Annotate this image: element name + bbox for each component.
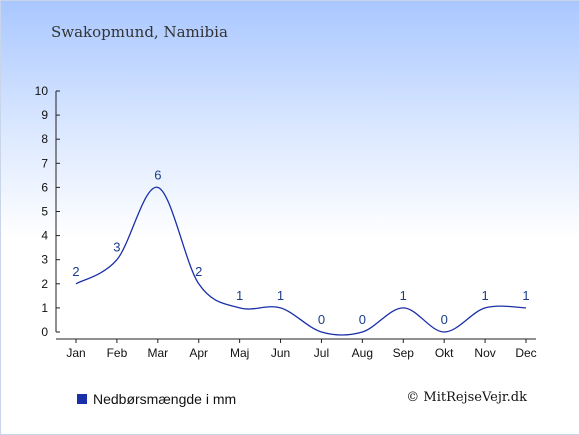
data-label: 1 <box>481 288 488 303</box>
series-line <box>75 186 527 336</box>
chart-title: Swakopmund, Namibia <box>51 23 228 41</box>
x-tick-label: Jun <box>271 346 290 360</box>
x-tick-label: Apr <box>189 346 208 360</box>
data-label: 0 <box>359 312 366 327</box>
legend: Nedbørsmængde i mm <box>77 391 236 407</box>
y-tick-label: 9 <box>41 108 48 122</box>
axes <box>55 90 536 343</box>
y-tick-label: 3 <box>41 253 48 267</box>
data-label: 2 <box>72 264 79 279</box>
data-label: 1 <box>277 288 284 303</box>
y-tick-label: 6 <box>41 180 48 194</box>
x-tick-label: Feb <box>107 346 128 360</box>
x-tick-label: Mar <box>147 346 168 360</box>
data-label: 0 <box>441 312 448 327</box>
x-tick-label: Dec <box>515 346 536 360</box>
data-labels: 2 3 6 2 1 1 0 0 1 0 1 1 <box>72 167 529 327</box>
y-tick-label: 4 <box>41 229 48 243</box>
data-label: 0 <box>318 312 325 327</box>
y-tick-label: 10 <box>35 84 49 98</box>
x-tick-label: Aug <box>352 346 373 360</box>
credit: © MitRejseVejr.dk <box>406 390 527 405</box>
data-label: 1 <box>400 288 407 303</box>
y-tick-label: 5 <box>41 205 48 219</box>
x-tick-label: Jan <box>66 346 85 360</box>
x-tick-label: Jul <box>314 346 329 360</box>
x-tick-label: Okt <box>435 346 454 360</box>
data-label: 3 <box>113 240 120 255</box>
y-tick-label: 1 <box>41 301 48 315</box>
data-label: 2 <box>195 264 202 279</box>
y-tick-label: 7 <box>41 156 48 170</box>
data-label: 1 <box>236 288 243 303</box>
y-tick-label: 0 <box>41 325 48 339</box>
data-label: 1 <box>522 288 529 303</box>
x-tick-label: Sep <box>393 346 415 360</box>
x-tick-label: Nov <box>474 346 495 360</box>
legend-swatch <box>77 394 87 404</box>
data-label: 6 <box>154 167 161 182</box>
x-tick-label: Maj <box>230 346 249 360</box>
y-tick-label: 2 <box>41 277 48 291</box>
legend-label: Nedbørsmængde i mm <box>93 391 237 407</box>
y-tick-label: 8 <box>41 132 48 146</box>
